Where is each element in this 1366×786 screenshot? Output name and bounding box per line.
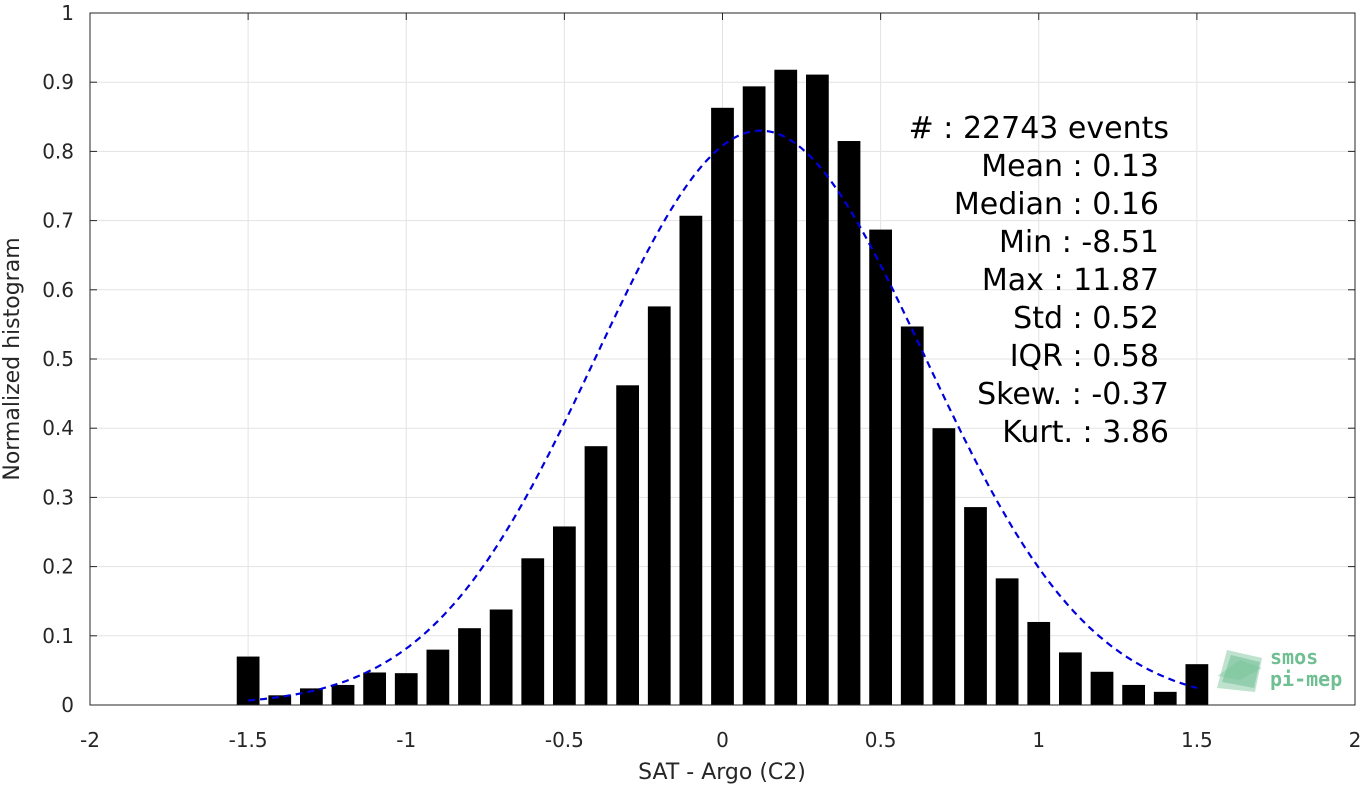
y-tick-label: 0 [61,693,74,717]
stat-line: IQR : 0.58 [1010,339,1159,374]
y-tick-labels: 0 0.1 0.2 0.3 0.4 0.5 0.6 0.7 0.8 0.9 1 [42,1,74,717]
histogram-bar [711,107,734,705]
stat-line: Std : 0.52 [1013,301,1159,336]
y-tick-label: 0.6 [42,278,74,302]
histogram-bar [1027,621,1051,705]
histogram-bar [426,649,450,705]
histogram-bar [805,74,829,705]
y-tick-label: 1 [61,1,74,25]
histogram-bar [742,86,766,706]
x-tick-labels: -2 -1.5 -1 -0.5 0 0.5 1 1.5 2 [80,728,1361,752]
histogram-bar [1090,671,1114,705]
histogram-bar [584,446,608,705]
histogram-bar [837,141,861,705]
x-tick-label: -0.5 [545,728,584,752]
y-tick-label: 0.2 [42,555,74,579]
logo-wave-icon [1217,650,1262,692]
histogram-bar [1058,652,1082,705]
plot-frame [89,12,1356,706]
x-tick-label: 0.5 [865,728,897,752]
histogram-bar [900,326,924,705]
y-tick-label: 0.4 [42,416,74,440]
y-axis-label: Normalized histogram [0,237,25,480]
x-tick-label: 1 [1032,728,1045,752]
histogram-bar [647,306,671,705]
y-tick-label: 0.5 [42,347,74,371]
x-tick-label: 0 [716,728,729,752]
histogram-bar [521,558,545,705]
x-tick-label: 2 [1349,728,1362,752]
x-tick-label: -1.5 [229,728,268,752]
histogram-bar [869,229,893,705]
histogram-bar [394,673,418,705]
stat-line: Kurt. : 3.86 [1002,415,1169,450]
y-tick-label: 0.8 [42,139,74,163]
histogram-bar [1122,684,1146,705]
x-axis-label: SAT - Argo (C2) [638,760,806,785]
stat-line: Min : -8.51 [999,225,1159,260]
smos-pimep-logo: smos pi-mep [1217,645,1342,692]
stat-line: Skew. : -0.37 [977,377,1169,412]
y-tick-label: 0.7 [42,209,74,233]
y-tick-label: 0.9 [42,70,74,94]
histogram-bar [932,428,956,705]
histogram-bar [679,215,703,706]
histogram-bar [331,684,355,705]
y-tick-label: 0.3 [42,485,74,509]
histogram-bar [774,69,798,705]
histogram-bars [236,69,1209,706]
logo-text-line2: pi-mep [1270,667,1342,691]
stat-line: Mean : 0.13 [981,149,1159,184]
x-tick-label: -1 [396,728,416,752]
stat-line: # : 22743 events [909,111,1169,146]
stat-line: Max : 11.87 [982,263,1159,298]
histogram-bar [363,672,387,705]
histogram-bar [489,609,513,705]
fit-curve [247,129,1198,702]
x-tick-label: 1.5 [1181,728,1213,752]
histogram-bar [299,688,323,705]
histogram-bar [458,628,481,705]
logo-text-line1: smos [1270,645,1318,669]
y-tick-label: 0.1 [42,624,74,648]
histogram-bar [1153,691,1177,705]
histogram-bar [964,507,987,705]
histogram-bar [236,656,260,705]
x-tick-label: -2 [80,728,100,752]
histogram-bar [1185,664,1209,705]
histogram-bar [616,385,640,705]
histogram-bar [268,695,292,705]
histogram-bar [552,526,576,705]
stat-line: Median : 0.16 [954,187,1159,222]
histogram-bar [995,578,1019,705]
